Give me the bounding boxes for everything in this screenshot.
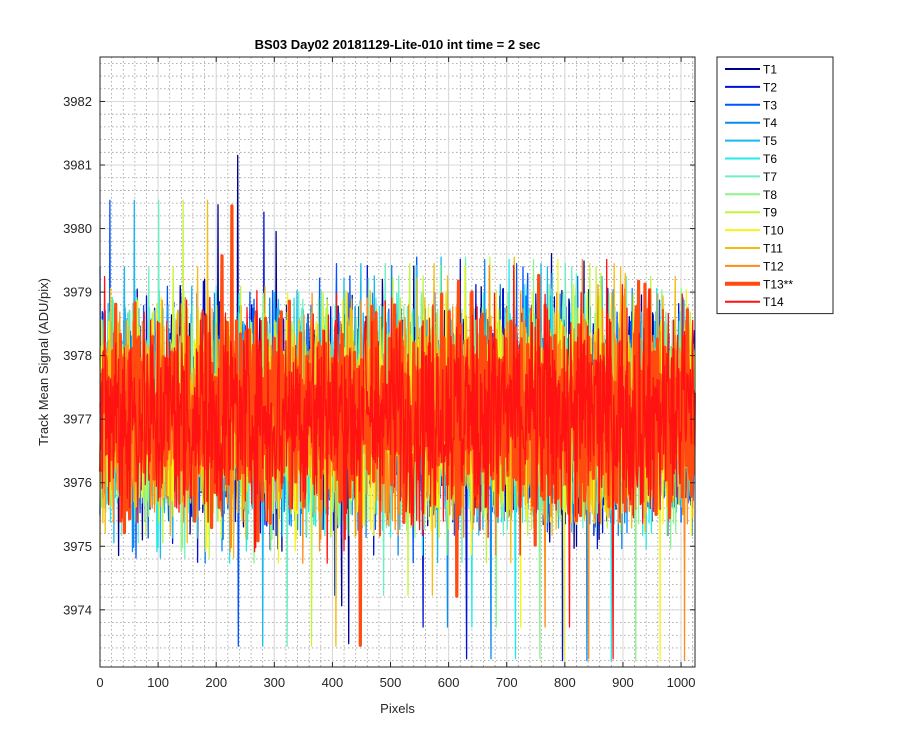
legend: T1 T2 T3 T4 T5 T6 T7 T8 T9 T10 T11 T12 T13** T14 <box>716 56 834 315</box>
x-tick-label: 800 <box>554 675 576 690</box>
y-axis-label: Track Mean Signal (ADU/pix) <box>36 278 51 446</box>
series-lines <box>98 154 696 662</box>
x-tick-label: 600 <box>438 675 460 690</box>
legend-label: T6 <box>763 152 777 166</box>
x-tick-label: 900 <box>612 675 634 690</box>
axes: 0 100 200 300 400 500 600 700 800 900 1000 3974 3975… <box>63 57 696 690</box>
y-tick-label: 3979 <box>63 285 92 300</box>
y-tick-label: 3975 <box>63 539 92 554</box>
y-tick-label: 3980 <box>63 221 92 236</box>
y-tick-label: 3977 <box>63 412 92 427</box>
legend-box <box>716 56 834 315</box>
legend-label: T8 <box>763 188 777 202</box>
legend-label: T1 <box>763 63 777 77</box>
y-tick-label: 3976 <box>63 475 92 490</box>
x-tick-label: 200 <box>205 675 227 690</box>
x-tick-label: 300 <box>263 675 285 690</box>
y-tick-label: 3978 <box>63 348 92 363</box>
x-tick-label: 500 <box>380 675 402 690</box>
legend-label: T3 <box>763 98 777 112</box>
legend-label: T12 <box>763 259 784 273</box>
legend-label: T13** <box>763 277 793 291</box>
y-tick-label: 3974 <box>63 602 92 617</box>
y-tick-label: 3981 <box>63 158 92 173</box>
legend-label: T4 <box>763 116 777 130</box>
legend-label: T5 <box>763 134 777 148</box>
series-line-T14 <box>99 258 696 660</box>
chart-title: BS03 Day02 20181129-Lite-010 int time = … <box>255 37 541 52</box>
plot-area <box>99 56 696 668</box>
legend-label: T11 <box>763 242 783 256</box>
legend-label: T14 <box>763 295 784 309</box>
legend-label: T2 <box>763 80 777 94</box>
legend-label: T7 <box>763 170 777 184</box>
x-tick-label: 700 <box>496 675 518 690</box>
x-tick-label: 100 <box>147 675 169 690</box>
y-tick-label: 3982 <box>63 94 92 109</box>
legend-label: T9 <box>763 206 777 220</box>
x-tick-label: 400 <box>322 675 344 690</box>
x-tick-label: 0 <box>96 675 103 690</box>
legend-label: T10 <box>763 224 784 238</box>
x-tick-label: 1000 <box>667 675 696 690</box>
x-axis-label: Pixels <box>380 701 415 716</box>
